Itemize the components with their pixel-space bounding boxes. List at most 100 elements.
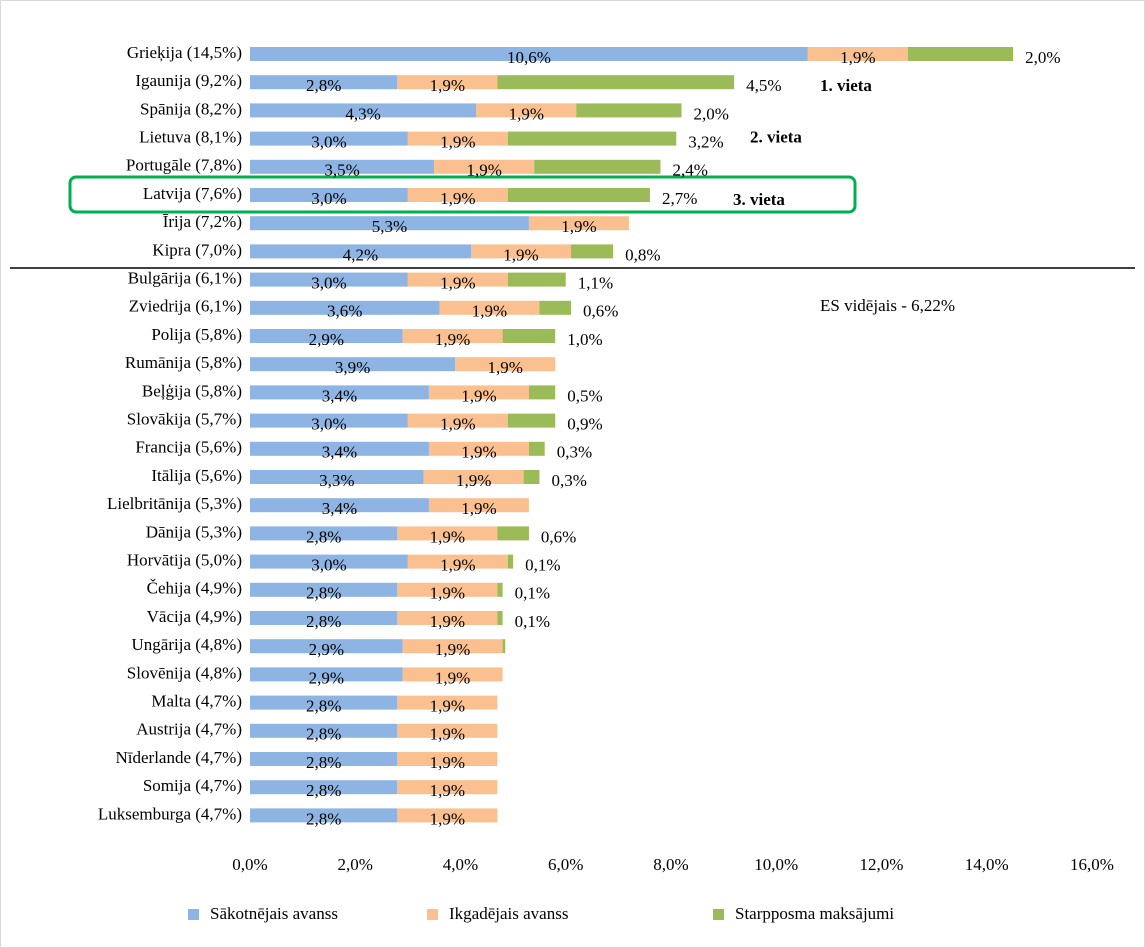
data-label: 3,4% (322, 386, 357, 405)
data-label: 1,9% (461, 386, 496, 405)
data-label: 1,9% (430, 612, 465, 631)
data-label: 3,5% (324, 161, 359, 180)
data-label: 0,8% (625, 245, 660, 264)
bar-segment (428, 441, 529, 456)
bar-segment (397, 723, 498, 738)
y-tick-label: Austrija (4,7%) (136, 720, 242, 739)
data-label: 1,9% (430, 527, 465, 546)
y-tick-label: Francija (5,6%) (135, 438, 242, 457)
y-tick-label: Malta (4,7%) (151, 692, 242, 711)
y-tick-label: Zviedrija (6,1%) (129, 297, 242, 316)
data-label: 4,5% (746, 76, 781, 95)
data-label: 5,3% (372, 217, 407, 236)
data-label: 2,9% (309, 640, 344, 659)
bar-segment (523, 470, 540, 484)
data-label: 3,3% (319, 471, 354, 490)
bar-segment (250, 582, 398, 597)
bar-segment (397, 695, 498, 710)
data-label: 1,9% (430, 76, 465, 95)
data-label: 2,8% (306, 527, 341, 546)
data-label: 3,4% (322, 443, 357, 462)
data-label: 3,0% (311, 189, 346, 208)
data-label: 1,9% (440, 274, 475, 293)
bar-segment (807, 47, 908, 61)
data-label: 1,9% (430, 753, 465, 772)
data-label: 1,9% (435, 640, 470, 659)
x-tick-label: 10,0% (754, 855, 798, 874)
annotation: 2. vieta (750, 128, 802, 147)
bar-segment (250, 385, 429, 400)
y-tick-label: Igaunija (9,2%) (135, 71, 242, 90)
bar-segment (250, 47, 808, 61)
bar-segment (434, 159, 535, 174)
y-tick-label: Bulgārija (6,1%) (128, 269, 242, 288)
data-label: 2,0% (1025, 48, 1060, 67)
y-tick-label: Somija (4,7%) (143, 776, 242, 795)
data-label: 0,1% (515, 584, 550, 603)
data-label: 1,0% (567, 330, 602, 349)
y-tick-label: Lietuva (8,1%) (139, 128, 242, 147)
legend-label: Sākotnējais avanss (210, 904, 338, 923)
y-tick-label: Slovākija (5,7%) (127, 410, 242, 429)
y-tick-label: Vācija (4,9%) (147, 607, 242, 626)
bar-segment (250, 300, 440, 315)
data-label: 1,9% (488, 358, 523, 377)
bar-segment (397, 808, 498, 823)
y-tick-label: Īrija (7,2%) (163, 212, 242, 231)
data-label: 4,2% (343, 245, 378, 264)
x-tick-label: 12,0% (860, 855, 904, 874)
data-label: 1,9% (472, 302, 507, 321)
data-label: 3,0% (311, 133, 346, 152)
bar-segment (250, 188, 408, 202)
y-tick-label: Nīderlande (4,7%) (115, 748, 242, 767)
data-label: 2,8% (306, 753, 341, 772)
bar-segment (250, 695, 398, 710)
bar-segment (397, 780, 498, 795)
bar-segment (423, 470, 524, 484)
annotation: ES vidējais - 6,22% (820, 296, 955, 315)
bar-segment (250, 131, 408, 146)
data-label: 0,3% (557, 443, 592, 462)
y-tick-label: Polija (5,8%) (151, 325, 242, 344)
data-label: 0,3% (551, 471, 586, 490)
bar-segment (402, 329, 503, 343)
y-tick-label: Portugāle (7,8%) (126, 156, 242, 175)
bar-segment (250, 808, 398, 823)
data-label: 2,7% (662, 189, 697, 208)
data-label: 0,6% (541, 527, 576, 546)
bar-segment (539, 300, 572, 315)
data-label: 2,4% (672, 161, 707, 180)
data-label: 2,0% (694, 104, 729, 123)
annotation: 3. vieta (733, 190, 785, 209)
bar-segment (476, 103, 577, 118)
x-tick-label: 6,0% (548, 855, 583, 874)
bar-segment (507, 554, 514, 569)
data-label: 10,6% (507, 48, 551, 67)
bar-segment (250, 639, 403, 654)
bar-segment (497, 611, 503, 625)
data-label: 1,9% (840, 48, 875, 67)
legend-swatch (427, 909, 438, 920)
x-tick-label: 2,0% (338, 855, 373, 874)
bar-segment (471, 244, 572, 259)
data-label: 2,8% (306, 76, 341, 95)
bar-segment (528, 216, 629, 231)
bar-segment (507, 413, 556, 428)
bar-segment (402, 639, 503, 654)
data-label: 3,2% (688, 133, 723, 152)
bar-segment (439, 300, 540, 315)
data-label: 1,9% (430, 697, 465, 716)
legend-swatch (188, 909, 199, 920)
y-tick-label: Spānija (8,2%) (140, 99, 242, 118)
data-label: 3,4% (322, 499, 357, 518)
bar-segment (250, 723, 398, 738)
bar-segment (571, 244, 614, 259)
data-label: 3,6% (327, 302, 362, 321)
data-label: 0,9% (567, 415, 602, 434)
bar-segment (250, 470, 424, 484)
bar-segment (250, 159, 435, 174)
bar-segment (576, 103, 682, 118)
bar-segment (502, 639, 506, 654)
data-label: 3,0% (311, 415, 346, 434)
